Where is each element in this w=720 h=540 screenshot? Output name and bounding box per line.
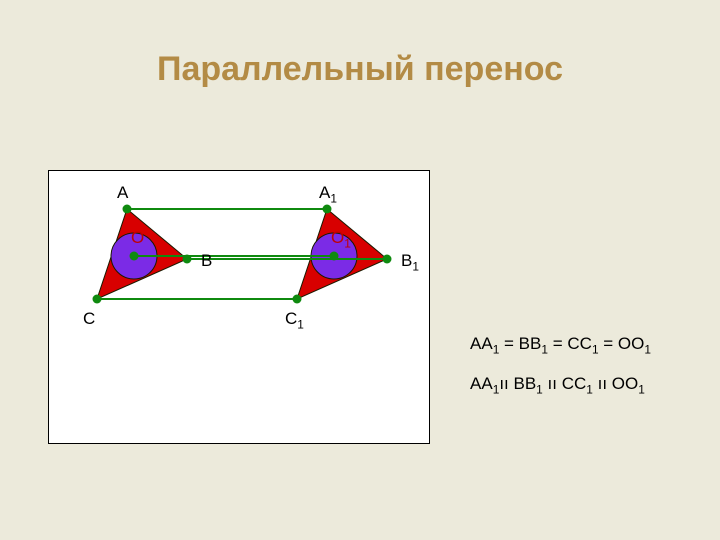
diagram-box: А А1 В В1 С С1 О О1 <box>48 170 430 444</box>
formula-parallel: АА1ıı ВВ1 ıı СС1 ıı ОО1 <box>470 374 645 396</box>
formula-equal: АА1 = ВВ1 = СС1 = ОО1 <box>470 334 651 356</box>
label-C: С <box>83 309 95 329</box>
label-O: О <box>131 228 144 248</box>
label-O1: О1 <box>331 228 351 250</box>
label-C1: С1 <box>285 309 304 331</box>
label-B1: В1 <box>401 251 419 273</box>
label-B: В <box>201 251 212 271</box>
label-A: А <box>117 183 128 203</box>
label-A1: А1 <box>319 183 337 205</box>
diagram-svg <box>49 171 429 443</box>
slide-title: Параллельный перенос <box>0 50 720 89</box>
